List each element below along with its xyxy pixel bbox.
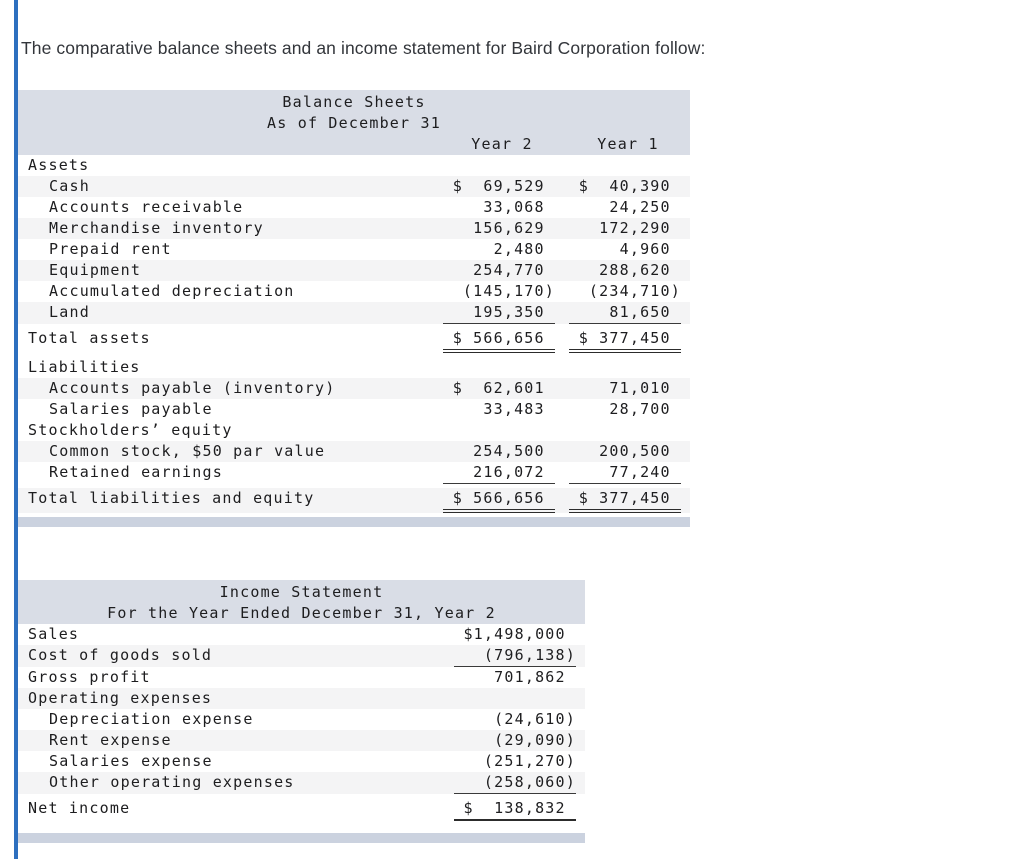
row-label: Liabilities xyxy=(28,358,141,376)
amount-value: (24,610) xyxy=(463,710,576,728)
row-label: Cost of goods sold xyxy=(28,646,213,664)
left-accent-bar xyxy=(14,0,18,859)
income-statement-header: Income Statement For the Year Ended Dece… xyxy=(18,580,585,624)
table-row-total-liabilities-and-equity: Total liabilities and equity $ 566,656 $… xyxy=(18,488,690,513)
year2-value: $ 69,529 xyxy=(452,177,555,195)
table-row-prepaid-rent: Prepaid rent 2,480 4,960 xyxy=(18,239,690,260)
row-label: Accounts payable (inventory) xyxy=(49,379,336,397)
balance-sheet-footer-bar xyxy=(18,517,690,527)
balance-sheet-subtitle: As of December 31 xyxy=(267,114,441,132)
row-label: Salaries payable xyxy=(49,400,213,418)
income-statement-footer-bar xyxy=(18,833,585,843)
year2-value: (145,170) xyxy=(452,282,555,300)
balance-sheet-header: Balance Sheets As of December 31 Year 2 … xyxy=(18,90,690,155)
year1-value: 71,010 xyxy=(578,379,681,397)
amount-value: (796,138) xyxy=(454,645,576,667)
table-row-liabilities-section: Liabilities xyxy=(18,357,690,378)
row-label: Common stock, $50 par value xyxy=(49,442,326,460)
year1-value: 81,650 xyxy=(569,302,681,324)
table-row-sales: Sales $1,498,000 xyxy=(18,624,585,645)
row-label: Operating expenses xyxy=(28,689,213,707)
year2-value: $ 566,656 xyxy=(443,488,555,513)
table-row-merchandise-inventory: Merchandise inventory 156,629 172,290 xyxy=(18,218,690,239)
table-row-cash: Cash $ 69,529 $ 40,390 xyxy=(18,176,690,197)
year2-value: 33,068 xyxy=(452,198,555,216)
row-label: Equipment xyxy=(49,261,142,279)
table-row-accounts-payable: Accounts payable (inventory) $ 62,601 71… xyxy=(18,378,690,399)
column-header-year2: Year 2 xyxy=(471,135,533,153)
balance-sheet-title: Balance Sheets xyxy=(282,93,426,111)
row-label: Net income xyxy=(28,799,131,817)
row-label: Other operating expenses xyxy=(49,773,295,791)
year1-value: $ 40,390 xyxy=(578,177,681,195)
row-label: Salaries expense xyxy=(49,752,213,770)
table-row-common-stock: Common stock, $50 par value 254,500 200,… xyxy=(18,441,690,462)
income-statement-title: Income Statement xyxy=(219,583,384,601)
year1-value: 24,250 xyxy=(578,198,681,216)
table-row-gross-profit: Gross profit 701,862 xyxy=(18,667,585,688)
year1-value: 200,500 xyxy=(578,442,681,460)
amount-value: $1,498,000 xyxy=(463,625,576,643)
table-row-assets-section: Assets xyxy=(18,155,690,176)
year1-value: 77,240 xyxy=(569,462,681,484)
year1-value: $ 377,450 xyxy=(569,328,681,353)
year2-value: 195,350 xyxy=(443,302,555,324)
balance-sheet-table: Balance Sheets As of December 31 Year 2 … xyxy=(18,90,690,517)
amount-value: (29,090) xyxy=(463,731,576,749)
year2-value: 33,483 xyxy=(452,400,555,418)
table-row-accumulated-depreciation: Accumulated depreciation (145,170) (234,… xyxy=(18,281,690,302)
amount-value: (251,270) xyxy=(463,752,576,770)
income-statement-subtitle: For the Year Ended December 31, Year 2 xyxy=(107,604,496,622)
row-label: Stockholders’ equity xyxy=(28,421,233,439)
row-label: Merchandise inventory xyxy=(49,219,264,237)
row-label: Total liabilities and equity xyxy=(28,489,315,507)
page-title: The comparative balance sheets and an in… xyxy=(21,38,706,58)
table-row-other-operating-expenses: Other operating expenses (258,060) xyxy=(18,772,585,794)
table-row-salaries-payable: Salaries payable 33,483 28,700 xyxy=(18,399,690,420)
amount-value: $ 138,832 xyxy=(454,798,576,821)
income-statement-table: Income Statement For the Year Ended Dece… xyxy=(18,580,585,825)
row-label: Land xyxy=(49,303,90,321)
row-label: Prepaid rent xyxy=(49,240,172,258)
table-row-rent-expense: Rent expense (29,090) xyxy=(18,730,585,751)
table-row-stockholders-equity-section: Stockholders’ equity xyxy=(18,420,690,441)
column-header-year1: Year 1 xyxy=(597,135,659,153)
year2-value: 216,072 xyxy=(443,462,555,484)
year1-value: 4,960 xyxy=(578,240,681,258)
row-label: Total assets xyxy=(28,329,151,347)
year1-value: $ 377,450 xyxy=(569,488,681,513)
row-label: Gross profit xyxy=(28,668,151,686)
year2-value: 254,770 xyxy=(452,261,555,279)
table-row-operating-expenses-section: Operating expenses xyxy=(18,688,585,709)
amount-value: 701,862 xyxy=(463,668,576,686)
table-row-total-assets: Total assets $ 566,656 $ 377,450 xyxy=(18,328,690,353)
row-label: Assets xyxy=(28,156,90,174)
year2-value: 2,480 xyxy=(452,240,555,258)
amount-value: (258,060) xyxy=(454,772,576,794)
row-label: Accounts receivable xyxy=(49,198,244,216)
year1-value: 288,620 xyxy=(578,261,681,279)
year1-value: 28,700 xyxy=(578,400,681,418)
year2-value: $ 566,656 xyxy=(443,328,555,353)
row-label: Accumulated depreciation xyxy=(49,282,295,300)
table-row-cost-of-goods-sold: Cost of goods sold (796,138) xyxy=(18,645,585,667)
row-label: Retained earnings xyxy=(49,463,223,481)
year2-value: 254,500 xyxy=(452,442,555,460)
table-row-salaries-expense: Salaries expense (251,270) xyxy=(18,751,585,772)
year1-value: 172,290 xyxy=(578,219,681,237)
year1-value: (234,710) xyxy=(578,282,681,300)
row-label: Depreciation expense xyxy=(49,710,254,728)
row-label: Sales xyxy=(28,625,80,643)
row-label: Rent expense xyxy=(49,731,172,749)
table-row-accounts-receivable: Accounts receivable 33,068 24,250 xyxy=(18,197,690,218)
year2-value: 156,629 xyxy=(452,219,555,237)
table-row-equipment: Equipment 254,770 288,620 xyxy=(18,260,690,281)
row-label: Cash xyxy=(49,177,90,195)
table-row-depreciation-expense: Depreciation expense (24,610) xyxy=(18,709,585,730)
column-header-row: Year 2 Year 1 xyxy=(18,134,690,155)
table-row-land: Land 195,350 81,650 xyxy=(18,302,690,324)
year2-value: $ 62,601 xyxy=(452,379,555,397)
table-row-net-income: Net income $ 138,832 xyxy=(18,798,585,821)
table-row-retained-earnings: Retained earnings 216,072 77,240 xyxy=(18,462,690,484)
